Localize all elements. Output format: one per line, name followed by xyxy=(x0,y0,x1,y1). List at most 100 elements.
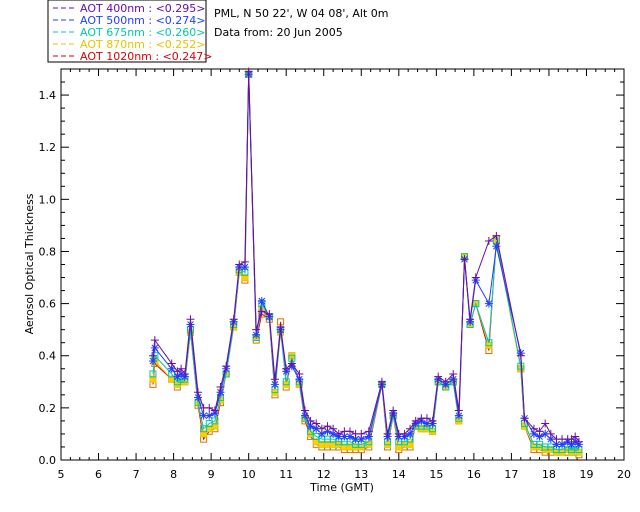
legend-entry: AOT 675nm : <0.260> xyxy=(80,26,206,39)
data-point xyxy=(558,440,567,449)
data-point xyxy=(295,375,304,384)
data-point xyxy=(357,429,366,438)
data-point xyxy=(173,372,182,381)
data-point xyxy=(541,429,550,438)
data-point xyxy=(167,364,176,373)
data-point xyxy=(210,406,219,415)
data-point xyxy=(520,414,529,423)
data-point xyxy=(186,315,195,324)
y-tick-label: 0.8 xyxy=(39,245,57,258)
x-tick-label: 17 xyxy=(504,468,518,481)
data-point xyxy=(150,343,159,352)
data-point xyxy=(383,429,392,438)
series-3 xyxy=(149,70,583,456)
x-tick-label: 12 xyxy=(317,468,331,481)
legend-entry: AOT 1020nm : <0.247> xyxy=(80,50,213,63)
data-point xyxy=(282,378,290,386)
data-point xyxy=(471,273,480,282)
data-point xyxy=(270,380,279,389)
data-point xyxy=(434,372,443,381)
data-point xyxy=(199,411,208,420)
data-point xyxy=(149,370,157,378)
x-tick-label: 13 xyxy=(354,468,368,481)
x-tick-label: 20 xyxy=(617,468,631,481)
data-point xyxy=(334,429,343,438)
legend-frame xyxy=(47,0,207,63)
data-point xyxy=(529,429,538,438)
data-point xyxy=(546,435,555,444)
x-tick-label: 19 xyxy=(579,468,593,481)
data-point xyxy=(484,237,493,246)
data-point xyxy=(460,255,469,264)
data-point xyxy=(441,377,450,386)
legend-entry: AOT 870nm : <0.252> xyxy=(80,38,206,51)
location-text: PML, N 50 22', W 04 08', Alt 0m xyxy=(214,7,388,20)
data-point xyxy=(516,351,525,360)
data-point xyxy=(257,296,266,305)
data-point xyxy=(235,260,244,269)
data-point xyxy=(200,425,208,433)
data-point xyxy=(323,427,332,436)
data-point xyxy=(454,406,463,415)
data-point xyxy=(340,432,349,441)
data-point xyxy=(257,307,266,316)
data-point xyxy=(406,429,415,438)
data-point xyxy=(200,430,208,438)
data-point xyxy=(216,383,225,392)
data-point xyxy=(180,369,189,378)
data-point xyxy=(295,369,304,378)
y-tick-label: 1.2 xyxy=(39,141,57,154)
legend-entry: AOT 500nm : <0.274> xyxy=(80,14,206,27)
data-point xyxy=(389,406,398,415)
data-point xyxy=(377,377,386,386)
legend-entry: AOT 400nm : <0.295> xyxy=(80,2,206,15)
data-point xyxy=(149,375,157,383)
data-point xyxy=(422,419,431,428)
data-point xyxy=(216,388,225,397)
data-point xyxy=(346,427,355,436)
data-point xyxy=(167,359,176,368)
data-point xyxy=(205,403,214,412)
data-point xyxy=(574,437,583,446)
x-tick-label: 14 xyxy=(392,468,406,481)
data-point xyxy=(252,330,261,339)
data-point xyxy=(222,362,231,371)
data-point xyxy=(317,429,326,438)
data-point xyxy=(312,419,321,428)
data-point xyxy=(529,424,538,433)
x-tick-label: 16 xyxy=(467,468,481,481)
data-point xyxy=(240,263,249,272)
data-point xyxy=(177,364,186,373)
data-point xyxy=(306,416,315,425)
data-point xyxy=(567,440,576,449)
data-point xyxy=(492,242,501,251)
x-tick-label: 11 xyxy=(279,468,293,481)
y-tick-label: 1.0 xyxy=(39,193,57,206)
data-point xyxy=(287,359,296,368)
series-1 xyxy=(148,70,583,449)
series-0 xyxy=(148,67,583,446)
x-tick-label: 15 xyxy=(429,468,443,481)
data-point xyxy=(454,411,463,420)
y-tick-label: 0.4 xyxy=(39,350,57,363)
y-tick-label: 1.4 xyxy=(39,89,57,102)
series-line xyxy=(152,74,580,456)
axis-ticks: 5 6 7 8 9 10 11 12 13 14 15 16 17 18 19 20 0.0 0.2 0.4 0.6 0… xyxy=(39,68,631,481)
data-point xyxy=(351,435,360,444)
data-point xyxy=(300,411,309,420)
data-point xyxy=(411,416,420,425)
data-point xyxy=(265,310,274,319)
x-tick-label: 18 xyxy=(542,468,556,481)
x-tick-label: 8 xyxy=(170,468,177,481)
series-line xyxy=(152,74,580,446)
data-point xyxy=(186,320,195,329)
data-point xyxy=(193,388,202,397)
series-line xyxy=(152,74,580,451)
data-point xyxy=(406,424,415,433)
data-point xyxy=(535,427,544,436)
data-point xyxy=(211,417,219,425)
data-point xyxy=(449,369,458,378)
data-point xyxy=(535,432,544,441)
series-4 xyxy=(149,70,583,459)
